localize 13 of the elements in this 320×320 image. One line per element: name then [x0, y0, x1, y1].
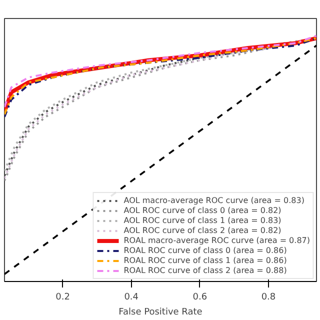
- legend-label: ROAL macro-average ROC curve (area = 0.87): [124, 236, 310, 245]
- x-tick-label: 0.6: [192, 292, 208, 302]
- x-tick-label: 0.4: [124, 292, 139, 302]
- legend-label: ROAL ROC curve of class 1 (area = 0.86): [124, 256, 287, 265]
- x-tick-label: 0.8: [261, 292, 276, 302]
- x-axis-title: False Positive Rate: [118, 308, 203, 318]
- legend-label: AOL macro-average ROC curve (area = 0.83): [124, 196, 304, 205]
- legend-label: AOL ROC curve of class 1 (area = 0.83): [124, 216, 282, 225]
- x-tick-label: 0.2: [56, 292, 70, 302]
- legend-label: AOL ROC curve of class 2 (area = 0.82): [124, 226, 282, 235]
- legend-label: ROAL ROC curve of class 2 (area = 0.88): [124, 266, 287, 275]
- legend-label: AOL ROC curve of class 0 (area = 0.82): [124, 206, 282, 215]
- legend-label: ROAL ROC curve of class 0 (area = 0.86): [124, 246, 287, 255]
